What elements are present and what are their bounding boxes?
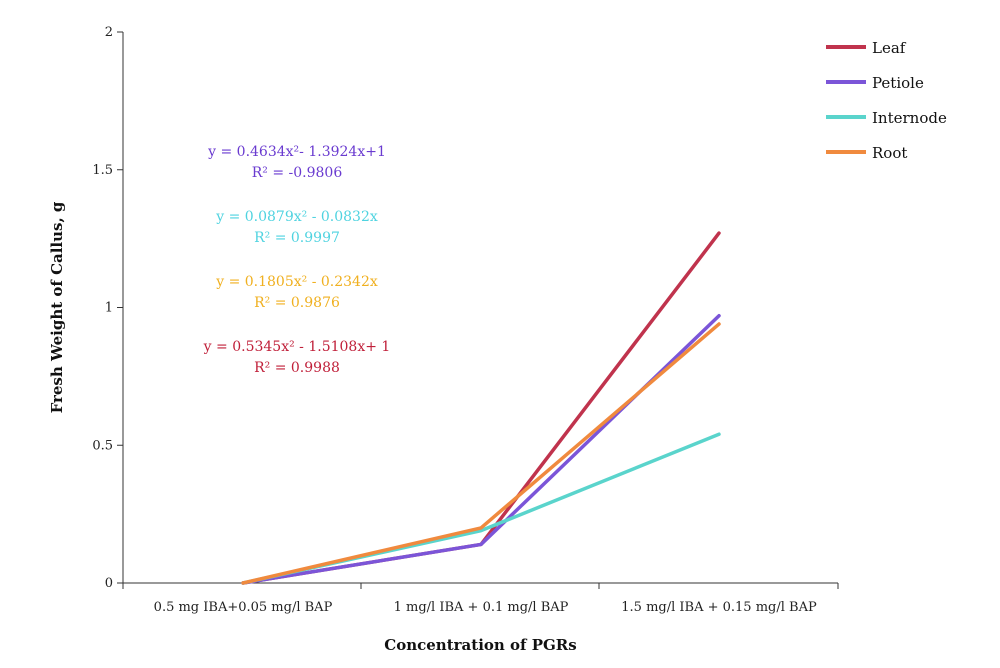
y-axis-title: Fresh Weight of Callus, g: [48, 201, 66, 413]
y-tick-label: 1.5: [92, 163, 113, 178]
x-tick-label: 1.5 mg/l IBA + 0.15 mg/l BAP: [621, 600, 817, 615]
x-tick-label: 1 mg/l IBA + 0.1 mg/l BAP: [394, 600, 569, 615]
trendline-equation: y = 0.0879x² - 0.0832x: [215, 209, 378, 225]
y-tick-label: 0: [105, 576, 113, 591]
series-line-petiole: [241, 314, 721, 585]
trendline-r-squared: R² = -0.9806: [252, 165, 343, 181]
y-tick-label: 0.5: [92, 438, 113, 453]
trendline-equation: y = 0.5345x² - 1.5108x+ 1: [203, 339, 391, 355]
trendline-r-squared: R² = 0.9988: [254, 360, 340, 376]
y-tick-label: 1: [105, 301, 113, 316]
series-line-root: [241, 322, 721, 585]
x-axis-title: Concentration of PGRs: [384, 636, 576, 654]
y-tick-label: 2: [105, 25, 113, 40]
trendline-equation: y = 0.1805x² - 0.2342x: [215, 274, 378, 290]
trendline-equation: y = 0.4634x²- 1.3924x+1: [207, 144, 386, 160]
legend-label-internode: Internode: [872, 109, 947, 127]
trendline-r-squared: R² = 0.9876: [254, 295, 340, 311]
series-line-internode: [241, 432, 721, 585]
legend-label-leaf: Leaf: [872, 39, 907, 57]
legend-label-root: Root: [872, 144, 907, 162]
x-tick-label: 0.5 mg IBA+0.05 mg/l BAP: [154, 600, 333, 615]
trendline-r-squared: R² = 0.9997: [254, 230, 340, 246]
legend-label-petiole: Petiole: [872, 74, 924, 92]
